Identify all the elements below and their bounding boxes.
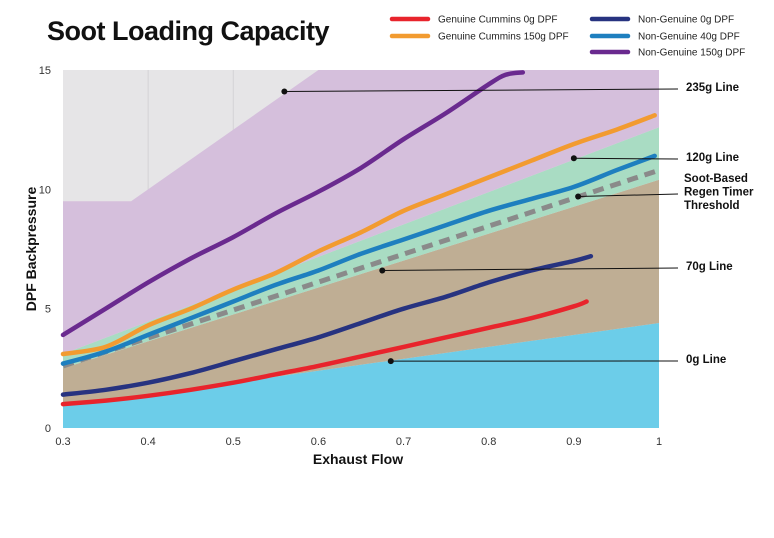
y-tick-label-2: 10 (39, 184, 51, 196)
x-tick-label-5: 0.8 (481, 436, 496, 448)
legend-label-genuine-cummins-150g-dpf: Genuine Cummins 150g DPF (438, 32, 569, 43)
legend-label-non-genuine-150g-dpf: Non-Genuine 150g DPF (638, 48, 745, 59)
annotation-leader-235g-line (284, 88, 679, 92)
x-axis-label: Exhaust Flow (313, 451, 403, 467)
x-tick-label-6: 0.9 (566, 436, 581, 448)
series-line-non-genuine-40g-dpf (60, 153, 657, 366)
y-axis-label: DPF Backpressure (23, 187, 39, 312)
annotation-dot-70g-line (379, 267, 386, 274)
x-tick-label-3: 0.6 (311, 436, 326, 448)
annotation-label-soot-based-regen-timer-threshold: Soot-Based Regen Timer Threshold (684, 173, 754, 212)
y-tick-label-0: 0 (45, 423, 51, 435)
legend: Genuine Cummins 0g DPF Genuine Cummins 15… (389, 15, 745, 59)
chart-title: Soot Loading Capacity (47, 16, 330, 46)
series-line-non-genuine-0g-dpf (60, 253, 594, 397)
annotation-label-70g-line: 70g Line (686, 261, 733, 273)
annotation-label-0g-line: 0g Line (686, 354, 726, 366)
y-tick-label-1: 5 (45, 304, 51, 316)
annotations: 235g Line 120g Line Soot-Based Regen Timer T… (281, 82, 754, 366)
x-tick-label-4: 0.7 (396, 436, 411, 448)
annotation-dot-235g-line (281, 88, 288, 95)
y-tick-label-3: 15 (39, 65, 51, 77)
x-tick-label-2: 0.5 (226, 436, 241, 448)
legend-label-genuine-cummins-0g-dpf: Genuine Cummins 0g DPF (438, 15, 558, 26)
series-line-genuine-cummins-0g-dpf (60, 299, 589, 407)
legend-label-non-genuine-40g-dpf: Non-Genuine 40g DPF (638, 32, 740, 43)
legend-label-non-genuine-0g-dpf: Non-Genuine 0g DPF (638, 15, 734, 26)
regen-threshold (62, 167, 660, 369)
band-70g-line (63, 179, 659, 407)
annotation-dot-120g-line (570, 155, 577, 162)
annotation-leader-soot-based-regen-timer-threshold (578, 193, 679, 197)
annotation-leader-70g-line (382, 267, 679, 271)
annotation-label-235g-line: 235g Line (686, 82, 739, 94)
series-line-genuine-cummins-150g-dpf (60, 113, 657, 357)
regen-threshold-line (62, 167, 660, 369)
series-lines (60, 70, 657, 407)
annotation-leader-120g-line (573, 157, 679, 160)
annotation-dot-soot-based-regen-timer-threshold (575, 193, 582, 200)
series-line-non-genuine-150g-dpf (60, 70, 526, 338)
annotation-dot-0g-line (387, 358, 394, 365)
x-tick-label-0: 0.3 (55, 436, 70, 448)
shaded-bands (63, 70, 659, 428)
x-tick-label-7: 1 (656, 436, 662, 448)
band-235g-line (63, 70, 659, 354)
x-tick-label-1: 0.4 (140, 436, 155, 448)
band-0g-line (63, 323, 659, 428)
annotation-label-120g-line: 120g Line (686, 152, 739, 164)
